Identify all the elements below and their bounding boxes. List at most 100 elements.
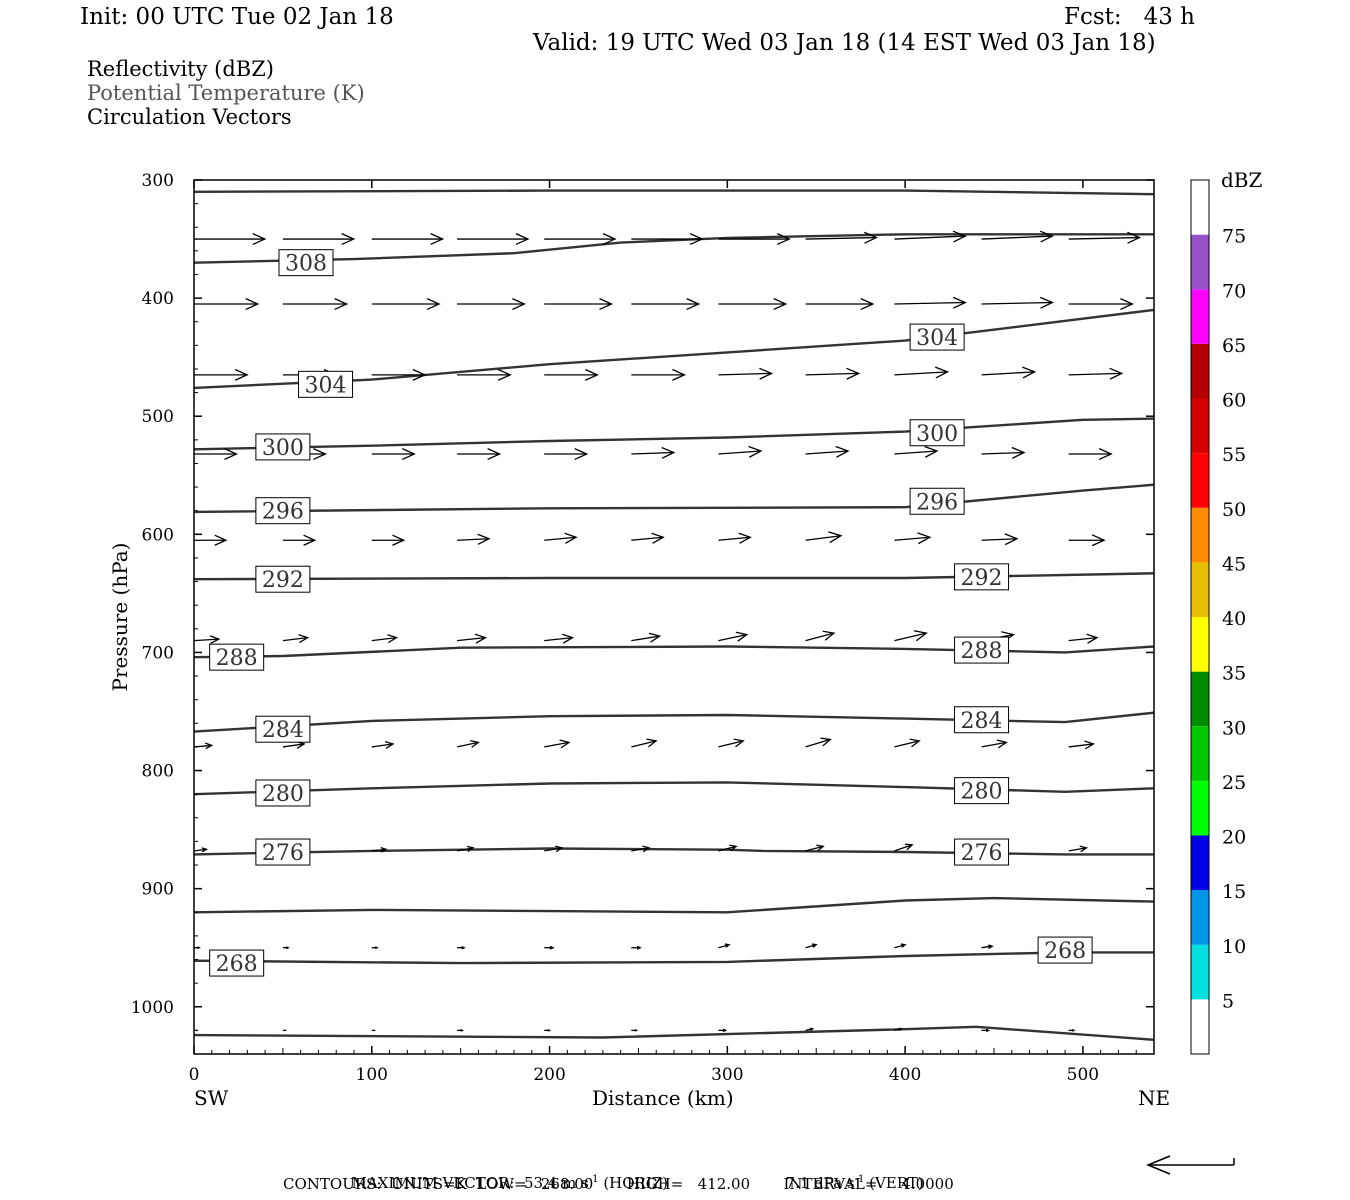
vector-head (1011, 446, 1026, 459)
vector-head (602, 233, 617, 246)
contour-label-box (909, 323, 965, 351)
vector-shaft (631, 451, 674, 455)
vector-head (197, 946, 201, 950)
vector-head (497, 368, 512, 381)
vector-head (917, 532, 932, 545)
vector-head (430, 233, 445, 246)
colorbar-title: dBZ (1221, 168, 1263, 192)
max-vector-line: MAXIMUM VECTOR: 53.4 m s-1 (HORIZ) (342, 1156, 669, 1192)
circulation-vector (282, 233, 356, 246)
circulation-vector (544, 845, 564, 853)
vector-shaft (805, 944, 817, 949)
colorbar-bin (1191, 234, 1209, 290)
contour-label-box (954, 636, 1010, 664)
vector-shaft (282, 743, 305, 748)
circulation-vector (544, 945, 555, 950)
circulation-vector (194, 534, 228, 546)
circulation-vector (981, 944, 994, 949)
circulation-vector (544, 1028, 552, 1032)
circulation-vector (805, 737, 832, 748)
vector-head (634, 1028, 639, 1032)
contour-label-268: 268 (216, 952, 258, 977)
colorbar-level-label: 30 (1222, 717, 1246, 739)
circulation-vector (457, 533, 491, 545)
theta-contour-284 (193, 711, 1155, 733)
vector-head (341, 233, 356, 246)
vector-shaft (1068, 847, 1087, 852)
vector-shaft (981, 538, 1017, 541)
circulation-vector (371, 368, 427, 381)
circulation-vector (456, 740, 480, 748)
x-tick-label: 300 (711, 1065, 743, 1085)
vector-head (474, 633, 488, 644)
vector-shaft (981, 371, 1035, 376)
circulation-vector (718, 445, 763, 458)
vector-head (1022, 366, 1037, 379)
vector-head (477, 533, 491, 545)
circulation-vector (894, 532, 932, 545)
theta-contour-292 (193, 572, 1155, 581)
vector-shaft (456, 741, 479, 748)
circulation-vector (1068, 231, 1142, 244)
circulation-vector (805, 531, 843, 544)
vector-head (487, 448, 502, 461)
vector-shaft (981, 301, 1053, 305)
vector-head (599, 298, 614, 311)
contour-label-284: 284 (961, 709, 1003, 734)
vector-head (466, 845, 475, 852)
circulation-vector (718, 844, 738, 852)
circulation-vector (1068, 1028, 1076, 1032)
vector-head (245, 298, 260, 311)
vector-head (461, 945, 466, 950)
vert-unit-exponent: -1 (854, 1174, 865, 1185)
circulation-vector (282, 534, 317, 546)
vector-head (828, 531, 843, 544)
vector-head (900, 943, 907, 948)
vector-head (898, 1027, 904, 1032)
theta-contour-labels: 308 304 304 300 300 296 296 292 292 288 288 284 284 2… (209, 249, 1093, 977)
vector-head (860, 298, 875, 311)
theta-contour-280 (193, 781, 1155, 796)
contour-label-box (954, 706, 1010, 734)
colorbar-bin (1191, 944, 1209, 1000)
vector-shaft (193, 638, 219, 642)
vector-head (252, 233, 267, 246)
contour-label-280: 280 (262, 782, 304, 807)
circulation-vector (282, 634, 310, 644)
vector-shaft (894, 536, 930, 541)
vector-shaft (805, 372, 859, 376)
theta-contour-308 (193, 233, 1154, 264)
colorbar-level-label: 65 (1222, 335, 1246, 357)
contour-label-box (255, 433, 311, 461)
vector-shaft (805, 450, 849, 455)
y-tick-label: 400 (142, 289, 174, 309)
contour-label-288: 288 (216, 646, 258, 671)
vector-head (733, 738, 745, 748)
contour-label-284: 284 (262, 718, 304, 743)
vector-head (689, 233, 704, 246)
circulation-vector (718, 367, 774, 380)
vector-shaft (981, 945, 993, 949)
x-axis-title: Distance (km) (592, 1086, 734, 1110)
vector-shaft (1068, 743, 1094, 748)
y-tick-label: 700 (142, 643, 174, 663)
vector-head (738, 532, 752, 544)
vector-head (686, 298, 701, 311)
vector-shaft (544, 847, 563, 852)
vector-head (1071, 1028, 1076, 1032)
contour-label-304: 304 (305, 373, 347, 398)
vector-head (561, 633, 575, 644)
circulation-vector (631, 845, 651, 853)
vector-head (985, 1028, 991, 1033)
vector-shaft (1068, 372, 1122, 376)
contour-label-box (1037, 936, 1093, 964)
colorbar-level-label: 45 (1222, 553, 1246, 575)
colorbar-level-label: 55 (1222, 444, 1246, 466)
vector-head (759, 367, 774, 380)
circulation-vector (718, 738, 745, 748)
vector-head (651, 532, 665, 544)
vector-shaft (981, 741, 1007, 748)
reference-vector-icon (1146, 1155, 1235, 1175)
vector-shaft (981, 235, 1053, 240)
